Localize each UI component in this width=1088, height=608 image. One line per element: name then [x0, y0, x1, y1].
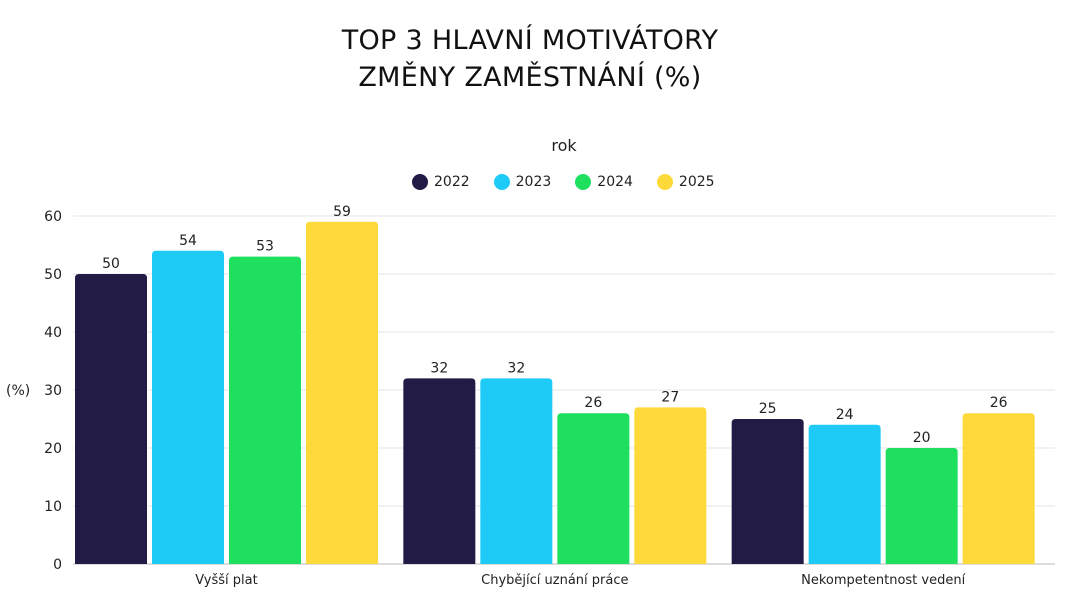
y-tick-label: 60	[44, 209, 62, 225]
y-tick-label: 20	[44, 441, 62, 457]
legend-item-2022[interactable]: 2022	[412, 174, 470, 190]
bar-2022	[731, 419, 804, 564]
chart-title: TOP 3 HLAVNÍ MOTIVÁTORY ZMĚNY ZAMĚSTNÁNÍ…	[0, 22, 1060, 96]
bar-2023	[152, 250, 224, 565]
legend-label: 2023	[515, 174, 552, 190]
legend-item-2024[interactable]: 2024	[575, 174, 633, 190]
bar-2023	[480, 378, 553, 564]
data-label: 32	[430, 360, 448, 376]
data-label: 54	[179, 233, 197, 249]
x-tick-label: Vyšší plat	[195, 573, 257, 588]
data-label: 32	[507, 360, 525, 376]
bar-2025	[962, 413, 1035, 564]
data-label: 27	[661, 389, 679, 405]
data-label: 59	[333, 204, 351, 220]
bar-2025	[306, 221, 378, 565]
bar-2022	[75, 274, 147, 564]
data-label: 20	[913, 430, 931, 446]
bar-2023	[808, 424, 881, 564]
legend-label: 2022	[434, 174, 470, 190]
data-label: 26	[584, 395, 602, 411]
legend-item-2023[interactable]: 2023	[493, 174, 552, 190]
legend-label: 2024	[597, 174, 633, 190]
legend-swatch	[575, 174, 592, 190]
data-label: 26	[990, 395, 1008, 411]
y-tick-label: 50	[44, 267, 62, 283]
x-tick-label: Chybějící uznání práce	[481, 573, 628, 588]
y-tick-label: 40	[44, 325, 62, 341]
y-tick-label: 10	[44, 499, 62, 515]
legend-swatch	[656, 174, 673, 190]
y-tick-label: 30	[44, 383, 62, 399]
bar-2025	[634, 407, 707, 564]
x-tick-label: Nekompetentnost vedení	[801, 573, 965, 588]
chart-title-line-2: ZMĚNY ZAMĚSTNÁNÍ (%)	[358, 62, 702, 93]
legend: 2022 2023 2024 2025	[412, 174, 739, 190]
chart-title-line-1: TOP 3 HLAVNÍ MOTIVÁTORY	[341, 25, 719, 56]
data-label: 50	[102, 256, 120, 272]
y-axis-label: (%)	[6, 383, 30, 399]
legend-swatch	[493, 174, 510, 190]
legend-item-2025[interactable]: 2025	[656, 174, 715, 190]
data-label: 53	[256, 239, 274, 255]
bar-2022	[403, 378, 476, 564]
bar-2024	[557, 413, 630, 564]
bar-2024	[229, 256, 301, 564]
legend-title: rok	[551, 136, 577, 155]
bar-2024	[885, 448, 958, 564]
legend-swatch	[412, 174, 428, 190]
data-label: 25	[759, 401, 777, 417]
legend-label: 2025	[678, 174, 715, 190]
data-label: 24	[836, 407, 854, 423]
y-tick-label: 0	[53, 557, 62, 573]
